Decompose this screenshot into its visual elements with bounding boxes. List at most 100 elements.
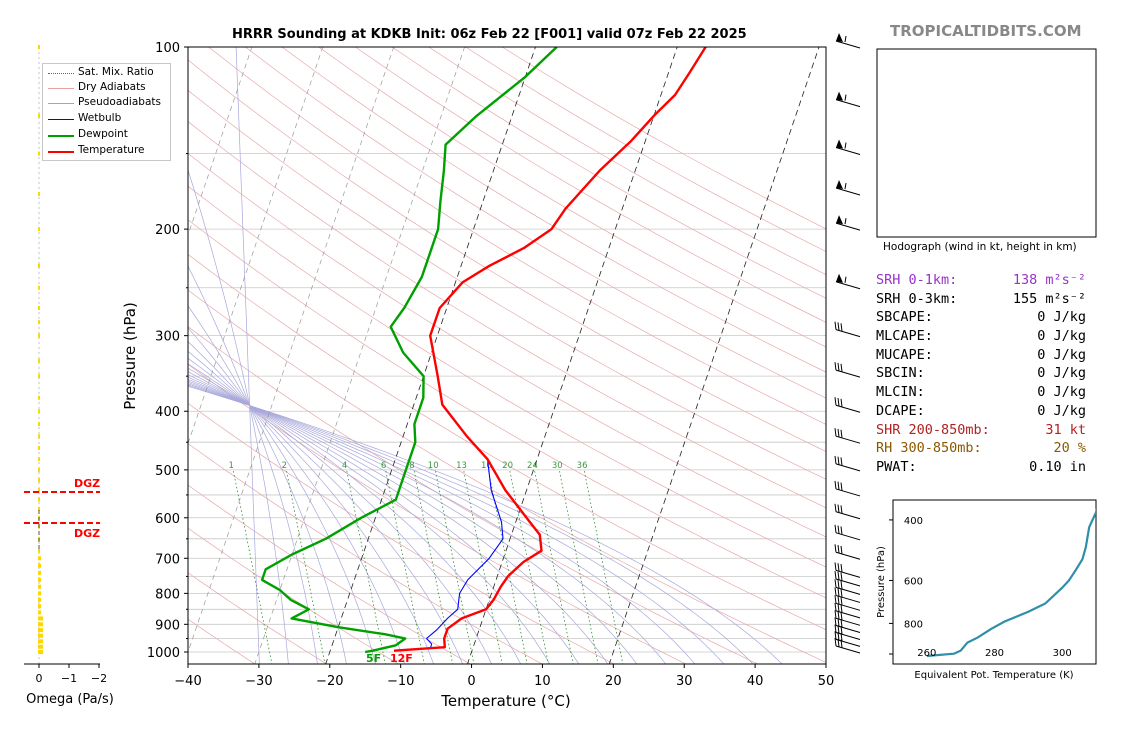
omega-bar bbox=[38, 563, 41, 568]
param-srh-0-3km: SRH 0-3km: 155 m²s⁻² bbox=[876, 290, 1086, 307]
mixing-ratio-label: 1 bbox=[228, 461, 233, 471]
sounding-parameters: SRH 0-1km: 138 m²s⁻² SRH 0-3km: 155 m²s⁻² … bbox=[876, 272, 1096, 478]
x-tick-label: −20 bbox=[316, 674, 343, 689]
omega-bar bbox=[38, 434, 40, 439]
pseudoadiabat bbox=[188, 382, 696, 664]
wind-barb bbox=[834, 610, 861, 626]
omega-bar bbox=[38, 263, 40, 268]
pseudoadiabat bbox=[188, 363, 493, 664]
dry-adiabat bbox=[188, 59, 826, 452]
dry-adiabat bbox=[188, 363, 687, 664]
omega-bar bbox=[38, 556, 41, 561]
y-tick-label: 800 bbox=[155, 587, 180, 602]
x-tick-label: −30 bbox=[245, 674, 272, 689]
omega-bar bbox=[38, 320, 40, 325]
omega-bar bbox=[38, 628, 43, 633]
omega-bar bbox=[38, 113, 40, 118]
y-axis-label: Pressure (hPa) bbox=[121, 302, 139, 410]
surface-dewpoint-label: 5F bbox=[366, 652, 381, 665]
mixing-ratio-line bbox=[232, 469, 273, 664]
ept-x-tick-label: 260 bbox=[917, 648, 936, 659]
isotherm-line bbox=[188, 47, 253, 237]
ept-y-tick-label: 800 bbox=[904, 619, 923, 630]
wind-barb bbox=[834, 602, 861, 619]
pseudoadiabat bbox=[188, 385, 783, 664]
mixing-ratio-label: 6 bbox=[381, 461, 386, 471]
ept-line bbox=[926, 508, 1096, 658]
dry-adiabat bbox=[318, 47, 826, 348]
brand-logo-text: TROPICALTIDBITS.COM bbox=[890, 22, 1082, 40]
mixing-ratio-label: 36 bbox=[577, 461, 588, 471]
x-tick-label: 30 bbox=[676, 674, 693, 689]
isotherm-line bbox=[254, 47, 465, 664]
x-tick-label: 50 bbox=[818, 674, 835, 689]
mixing-ratio-label: 10 bbox=[428, 461, 439, 471]
omega-bar bbox=[38, 467, 40, 472]
dry-adiabat bbox=[188, 185, 826, 568]
omega-bar bbox=[38, 488, 40, 493]
omega-bar bbox=[38, 604, 41, 609]
dry-adiabat bbox=[188, 152, 826, 538]
y-tick-label: 400 bbox=[155, 405, 180, 420]
param-rh-300-850: RH 300-850mb: 20 % bbox=[876, 440, 1086, 457]
dry-adiabat bbox=[188, 618, 256, 664]
dry-adiabat bbox=[188, 326, 759, 664]
omega-bar bbox=[38, 457, 40, 462]
wind-barb bbox=[835, 180, 861, 196]
mixing-ratio-label: 20 bbox=[502, 461, 513, 471]
omega-tick-label: −1 bbox=[61, 672, 77, 685]
omega-bar bbox=[38, 639, 43, 644]
y-tick-label: 600 bbox=[155, 512, 180, 527]
x-axis-label: Temperature (°C) bbox=[440, 692, 570, 710]
dry-adiabat bbox=[208, 47, 826, 425]
omega-bar bbox=[38, 227, 40, 232]
skewt-frame bbox=[187, 46, 827, 665]
mixing-ratio-label: 8 bbox=[409, 461, 414, 471]
dry-adiabat bbox=[188, 289, 826, 663]
param-mlcin: MLCIN: 0 J/kg bbox=[876, 384, 1086, 401]
omega-bar bbox=[38, 610, 41, 615]
ept-frame bbox=[892, 499, 1097, 665]
legend-item-dry-adiabats: Dry Adiabats bbox=[43, 81, 170, 95]
pseudoadiabat bbox=[188, 374, 580, 664]
omega-tick-label: −2 bbox=[91, 672, 107, 685]
omega-bar bbox=[38, 478, 40, 483]
pseudoadiabat bbox=[188, 169, 289, 664]
param-mlcape: MLCAPE: 0 J/kg bbox=[876, 328, 1086, 345]
legend-item-sat-mix-ratio: Sat. Mix. Ratio bbox=[43, 66, 170, 80]
isotherm-reference-line bbox=[608, 47, 820, 664]
wind-barb bbox=[834, 595, 861, 611]
omega-bar bbox=[38, 151, 40, 156]
omega-bar bbox=[38, 616, 43, 621]
pseudoadiabat bbox=[188, 384, 754, 664]
param-sbcape: SBCAPE: 0 J/kg bbox=[876, 309, 1086, 326]
mixing-ratio-label: 13 bbox=[456, 461, 467, 471]
dgz-label: DGZ bbox=[74, 477, 100, 490]
dry-adiabat bbox=[188, 484, 472, 664]
mixing-ratio-line bbox=[558, 469, 599, 664]
dry-adiabat bbox=[355, 47, 826, 323]
pseudoadiabat bbox=[188, 305, 347, 664]
dry-adiabat bbox=[188, 402, 615, 664]
ept-y-tick-label: 400 bbox=[904, 516, 923, 527]
x-tick-label: 40 bbox=[747, 674, 764, 689]
mixing-ratio-line bbox=[413, 469, 454, 664]
mixing-ratio-line bbox=[463, 469, 503, 664]
wind-barb bbox=[834, 562, 861, 578]
dry-adiabat bbox=[188, 572, 328, 664]
mixing-ratio-line bbox=[488, 469, 528, 664]
wind-barb bbox=[835, 139, 861, 156]
pseudoadiabat bbox=[188, 371, 551, 664]
y-tick-label: 500 bbox=[155, 464, 180, 479]
dewpoint-line bbox=[260, 47, 558, 654]
mixing-ratio-label: 2 bbox=[282, 461, 287, 471]
omega-bar bbox=[38, 506, 40, 511]
dry-adiabat bbox=[188, 254, 826, 631]
ept-plot bbox=[926, 508, 1096, 658]
param-dcape: DCAPE: 0 J/kg bbox=[876, 402, 1086, 419]
wind-barb bbox=[834, 503, 861, 520]
wind-barb bbox=[834, 321, 861, 338]
ept-y-tick-label: 600 bbox=[904, 576, 923, 587]
omega-bar bbox=[38, 305, 40, 310]
